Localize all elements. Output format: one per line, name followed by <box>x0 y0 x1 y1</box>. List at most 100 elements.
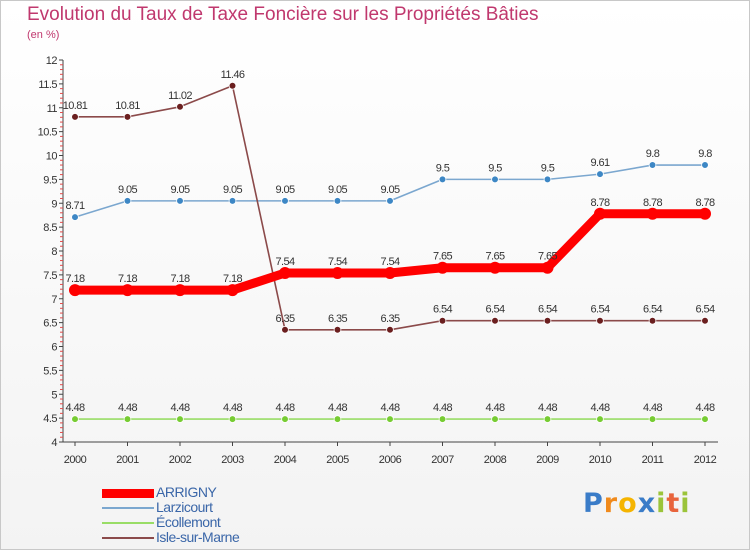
data-label--collemont: 4.48 <box>485 402 504 414</box>
y-tick-label: 7.5 <box>43 270 57 282</box>
y-tick-label: 9 <box>51 198 57 210</box>
data-label-isle-sur-marne: 6.35 <box>275 313 294 325</box>
data-label-isle-sur-marne: 6.54 <box>695 304 714 316</box>
data-point-larzicourt <box>123 197 132 205</box>
data-label-isle-sur-marne: 10.81 <box>115 100 140 112</box>
y-tick-label: 5.5 <box>43 365 57 377</box>
logo-letter: t <box>666 488 681 519</box>
data-point-larzicourt <box>386 197 394 205</box>
data-label-isle-sur-marne: 11.46 <box>221 69 245 81</box>
data-point-arrigny <box>541 261 554 274</box>
data-point--collemont <box>438 415 447 423</box>
y-tick-label: 10 <box>46 151 58 163</box>
x-tick-label: 2001 <box>116 454 139 466</box>
x-tick-label: 2005 <box>326 454 349 466</box>
data-point-arrigny <box>174 284 186 297</box>
data-point--collemont <box>491 415 499 423</box>
data-point-arrigny <box>594 207 606 220</box>
data-point--collemont <box>228 415 237 423</box>
legend-item: Isle-sur-Marne <box>102 529 302 546</box>
legend-swatch <box>102 537 154 539</box>
data-label-larzicourt: 9.05 <box>170 184 189 196</box>
data-point-isle-sur-marne <box>71 113 79 121</box>
data-label-larzicourt: 9.05 <box>328 184 347 196</box>
data-label--collemont: 4.48 <box>380 402 399 414</box>
data-label-larzicourt: 9.05 <box>118 184 137 196</box>
logo-letter: x <box>637 488 657 519</box>
data-point-isle-sur-marne <box>596 316 604 325</box>
data-label-arrigny: 7.65 <box>485 251 504 263</box>
data-point-isle-sur-marne <box>281 325 289 334</box>
data-label-arrigny: 7.54 <box>275 256 294 268</box>
data-label-arrigny: 7.18 <box>223 273 242 285</box>
data-label--collemont: 4.48 <box>695 402 714 414</box>
legend: ARRIGNY Larzicourt Écollemont Isle-sur-Marn… <box>102 484 302 546</box>
data-point-arrigny <box>121 284 134 297</box>
data-label-arrigny: 7.18 <box>65 273 84 285</box>
data-point-arrigny <box>384 266 396 279</box>
y-tick-label: 8 <box>51 246 57 258</box>
data-label-isle-sur-marne: 6.54 <box>433 304 452 316</box>
data-point-isle-sur-marne <box>543 316 552 325</box>
chart-title: Evolution du Taux de Taxe Foncière sur l… <box>27 4 539 25</box>
y-tick-label: 6 <box>51 342 57 354</box>
data-point-isle-sur-marne <box>123 113 132 121</box>
logo-letter: P <box>583 488 604 519</box>
y-tick-label: 5 <box>51 389 57 401</box>
unit-label: (en %) <box>27 29 60 41</box>
x-tick-label: 2012 <box>694 454 717 466</box>
data-point-larzicourt <box>596 170 604 178</box>
data-point--collemont <box>386 415 394 423</box>
data-point-arrigny <box>436 261 449 274</box>
y-tick-label: 8.5 <box>43 222 57 234</box>
y-tick-label: 7 <box>51 294 57 306</box>
y-tick-label: 12 <box>46 55 58 67</box>
data-label-larzicourt: 9.05 <box>380 184 399 196</box>
legend-item: Larzicourt <box>102 499 302 516</box>
data-label--collemont: 4.48 <box>170 402 189 414</box>
data-label-isle-sur-marne: 6.54 <box>643 304 662 316</box>
data-point-arrigny <box>331 266 344 279</box>
data-point-larzicourt <box>648 161 657 169</box>
data-point-isle-sur-marne <box>386 325 394 334</box>
data-point--collemont <box>596 415 604 423</box>
data-label-larzicourt: 9.5 <box>436 162 450 174</box>
data-point-larzicourt <box>176 197 184 205</box>
data-label-isle-sur-marne: 6.35 <box>328 313 347 325</box>
data-label--collemont: 4.48 <box>65 402 84 414</box>
y-tick-label: 9.5 <box>43 174 57 186</box>
data-point--collemont <box>176 415 184 423</box>
data-point--collemont <box>281 415 289 423</box>
logo-letter: i <box>656 488 667 519</box>
data-point-larzicourt <box>71 213 79 221</box>
data-point-larzicourt <box>438 175 447 184</box>
data-label-isle-sur-marne: 6.54 <box>590 304 609 316</box>
data-label-arrigny: 7.65 <box>433 251 452 263</box>
data-point-isle-sur-marne <box>491 316 499 325</box>
data-point-arrigny <box>489 261 501 274</box>
x-tick-label: 2007 <box>431 454 454 466</box>
y-tick-label: 11.5 <box>38 79 57 91</box>
x-tick-label: 2009 <box>536 454 559 466</box>
data-point-arrigny <box>226 284 239 297</box>
data-point--collemont <box>71 415 79 423</box>
legend-label: ARRIGNY <box>156 484 217 500</box>
data-label-arrigny: 7.18 <box>118 273 137 285</box>
data-label--collemont: 4.48 <box>328 402 347 414</box>
data-point-arrigny <box>279 266 291 279</box>
data-label-isle-sur-marne: 6.54 <box>485 304 504 316</box>
data-label-isle-sur-marne: 6.54 <box>538 304 557 316</box>
data-point-larzicourt <box>228 197 237 205</box>
data-point-arrigny <box>69 284 81 297</box>
data-label--collemont: 4.48 <box>538 402 557 414</box>
data-point--collemont <box>701 415 709 423</box>
data-label-arrigny: 7.54 <box>380 256 399 268</box>
data-point-larzicourt <box>491 175 499 184</box>
x-tick-label: 2003 <box>221 454 244 466</box>
data-label-larzicourt: 9.05 <box>223 184 242 196</box>
data-point--collemont <box>333 415 342 423</box>
legend-label: Larzicourt <box>156 499 213 515</box>
logo-letter: i <box>680 488 691 519</box>
proxiti-logo: Proxiti <box>583 488 691 519</box>
logo-letter: o <box>618 488 638 519</box>
